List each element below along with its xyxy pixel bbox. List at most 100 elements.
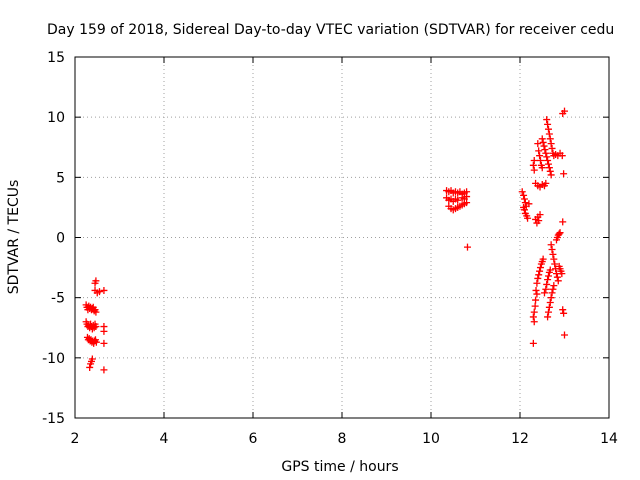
data-point xyxy=(550,255,558,263)
data-point xyxy=(544,120,552,128)
data-point xyxy=(535,147,543,155)
data-point xyxy=(547,241,555,249)
data-point xyxy=(544,308,552,316)
data-point xyxy=(92,323,100,331)
data-point xyxy=(520,195,528,203)
x-tick-label: 12 xyxy=(511,431,529,447)
data-point xyxy=(560,309,568,317)
data-point xyxy=(518,188,526,196)
data-point xyxy=(542,179,550,187)
data-point xyxy=(539,255,547,263)
data-point xyxy=(530,166,538,174)
data-point xyxy=(542,285,550,293)
y-axis-label: SDTVAR / TECUs xyxy=(6,180,22,295)
data-point xyxy=(554,277,562,285)
data-point xyxy=(545,164,553,172)
x-tick-label: 14 xyxy=(600,431,618,447)
data-point xyxy=(553,273,561,281)
data-point xyxy=(540,289,548,297)
data-point xyxy=(532,296,540,304)
data-point xyxy=(540,142,548,150)
data-point xyxy=(545,130,553,138)
data-point xyxy=(546,167,554,175)
x-tick-label: 10 xyxy=(422,431,440,447)
data-point xyxy=(559,306,567,314)
data-point xyxy=(525,200,533,208)
data-point xyxy=(86,363,94,371)
data-point xyxy=(529,339,537,347)
data-point xyxy=(92,277,100,285)
data-point xyxy=(463,193,471,201)
y-tick-label: -10 xyxy=(42,351,65,367)
data-point xyxy=(539,138,547,146)
data-point xyxy=(524,214,532,222)
data-point xyxy=(546,266,554,274)
axis-ticks: 2 4 6 8 10 12 14 15 10 5 0 -5 -10 -15 xyxy=(42,50,618,447)
data-point xyxy=(541,146,549,154)
data-point xyxy=(530,308,538,316)
data-point xyxy=(463,199,471,207)
data-point xyxy=(542,149,550,157)
y-tick-label: 5 xyxy=(56,170,65,186)
data-point xyxy=(532,286,540,294)
data-point xyxy=(560,170,568,178)
data-point xyxy=(550,282,558,290)
grid xyxy=(75,57,609,418)
x-tick-label: 4 xyxy=(160,431,169,447)
data-point xyxy=(547,294,555,302)
data-point xyxy=(95,288,103,296)
data-point xyxy=(548,246,556,254)
data-point xyxy=(545,303,553,311)
data-point xyxy=(543,116,551,124)
data-points xyxy=(82,107,568,374)
data-point xyxy=(530,156,538,164)
data-point xyxy=(533,279,541,287)
data-point xyxy=(549,250,557,258)
data-point xyxy=(549,285,557,293)
data-point xyxy=(561,331,568,339)
data-point xyxy=(546,298,554,306)
data-point xyxy=(543,280,551,288)
data-point xyxy=(100,286,108,294)
data-point xyxy=(561,107,568,115)
data-point xyxy=(92,308,100,316)
data-point xyxy=(100,327,108,335)
x-axis-label: GPS time / hours xyxy=(281,459,398,475)
y-tick-label: 15 xyxy=(47,50,65,66)
data-point xyxy=(536,267,544,275)
data-point xyxy=(536,156,544,164)
data-point xyxy=(463,243,471,251)
data-point xyxy=(534,274,542,282)
data-point xyxy=(100,366,108,374)
data-point xyxy=(543,153,551,161)
data-point xyxy=(546,135,554,143)
data-point xyxy=(556,229,564,237)
data-point xyxy=(558,270,566,278)
data-point xyxy=(547,140,555,148)
data-point xyxy=(538,135,546,143)
data-point xyxy=(558,152,566,160)
data-point xyxy=(544,125,552,133)
data-point xyxy=(521,199,529,207)
data-point xyxy=(544,160,552,168)
data-point xyxy=(520,191,528,199)
y-tick-label: -5 xyxy=(51,291,65,307)
data-point xyxy=(520,203,528,211)
data-point xyxy=(454,196,462,204)
data-point xyxy=(555,230,563,238)
data-point xyxy=(534,140,542,148)
y-tick-label: 0 xyxy=(56,231,65,247)
x-tick-label: 6 xyxy=(249,431,258,447)
data-point xyxy=(92,338,100,346)
data-point xyxy=(529,161,537,169)
x-tick-label: 2 xyxy=(71,431,80,447)
data-point xyxy=(535,271,543,279)
data-point xyxy=(548,144,556,152)
data-point xyxy=(544,276,552,284)
data-point xyxy=(559,218,567,226)
data-point xyxy=(533,290,541,298)
data-point xyxy=(529,313,537,321)
data-point xyxy=(531,302,539,310)
data-point xyxy=(548,289,556,297)
